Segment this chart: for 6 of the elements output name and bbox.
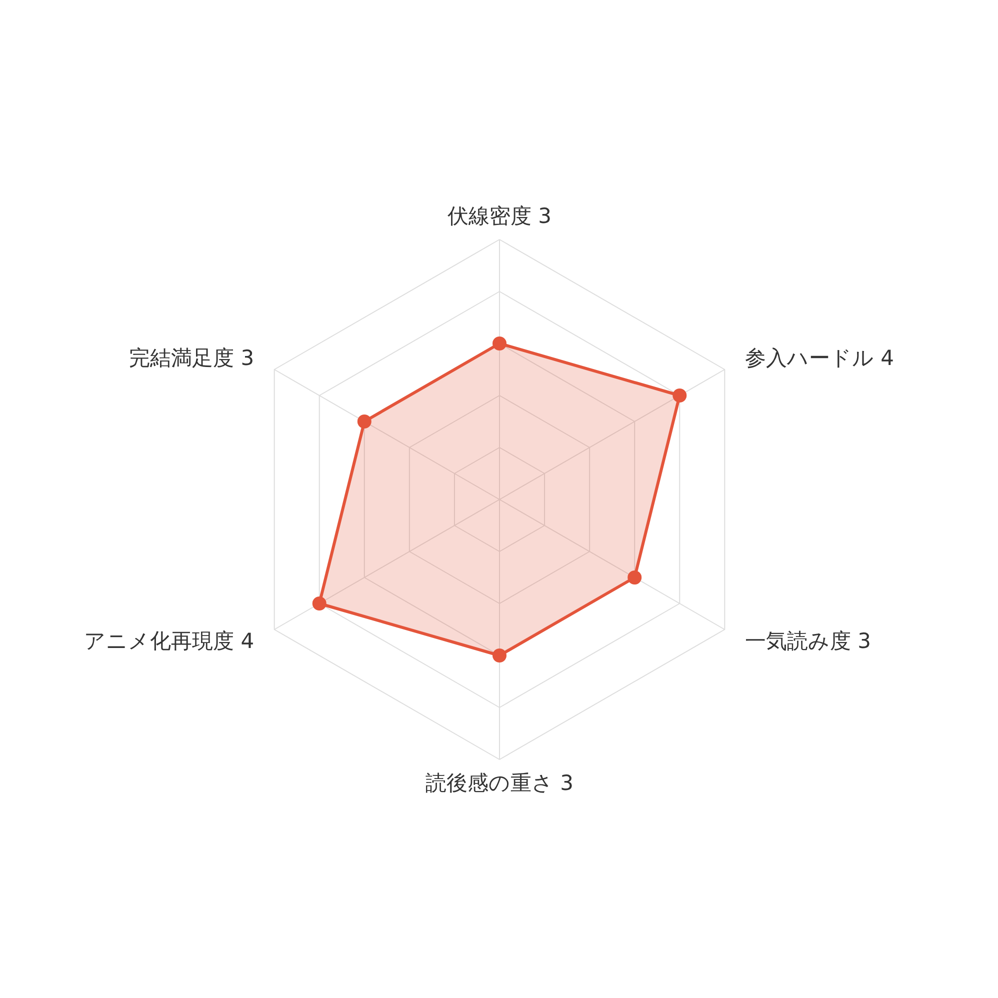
spoke-label: 一気読み度 3	[744, 629, 871, 654]
spoke-label: 完結満足度 3	[129, 346, 254, 370]
spoke-label: アニメ化再現度 4	[84, 629, 254, 654]
spoke-label: 読後感の重さ 3	[425, 770, 574, 795]
spoke-label: 伏線密度 3	[447, 204, 552, 228]
spoke-label: 参入ハードル 4	[744, 346, 894, 370]
